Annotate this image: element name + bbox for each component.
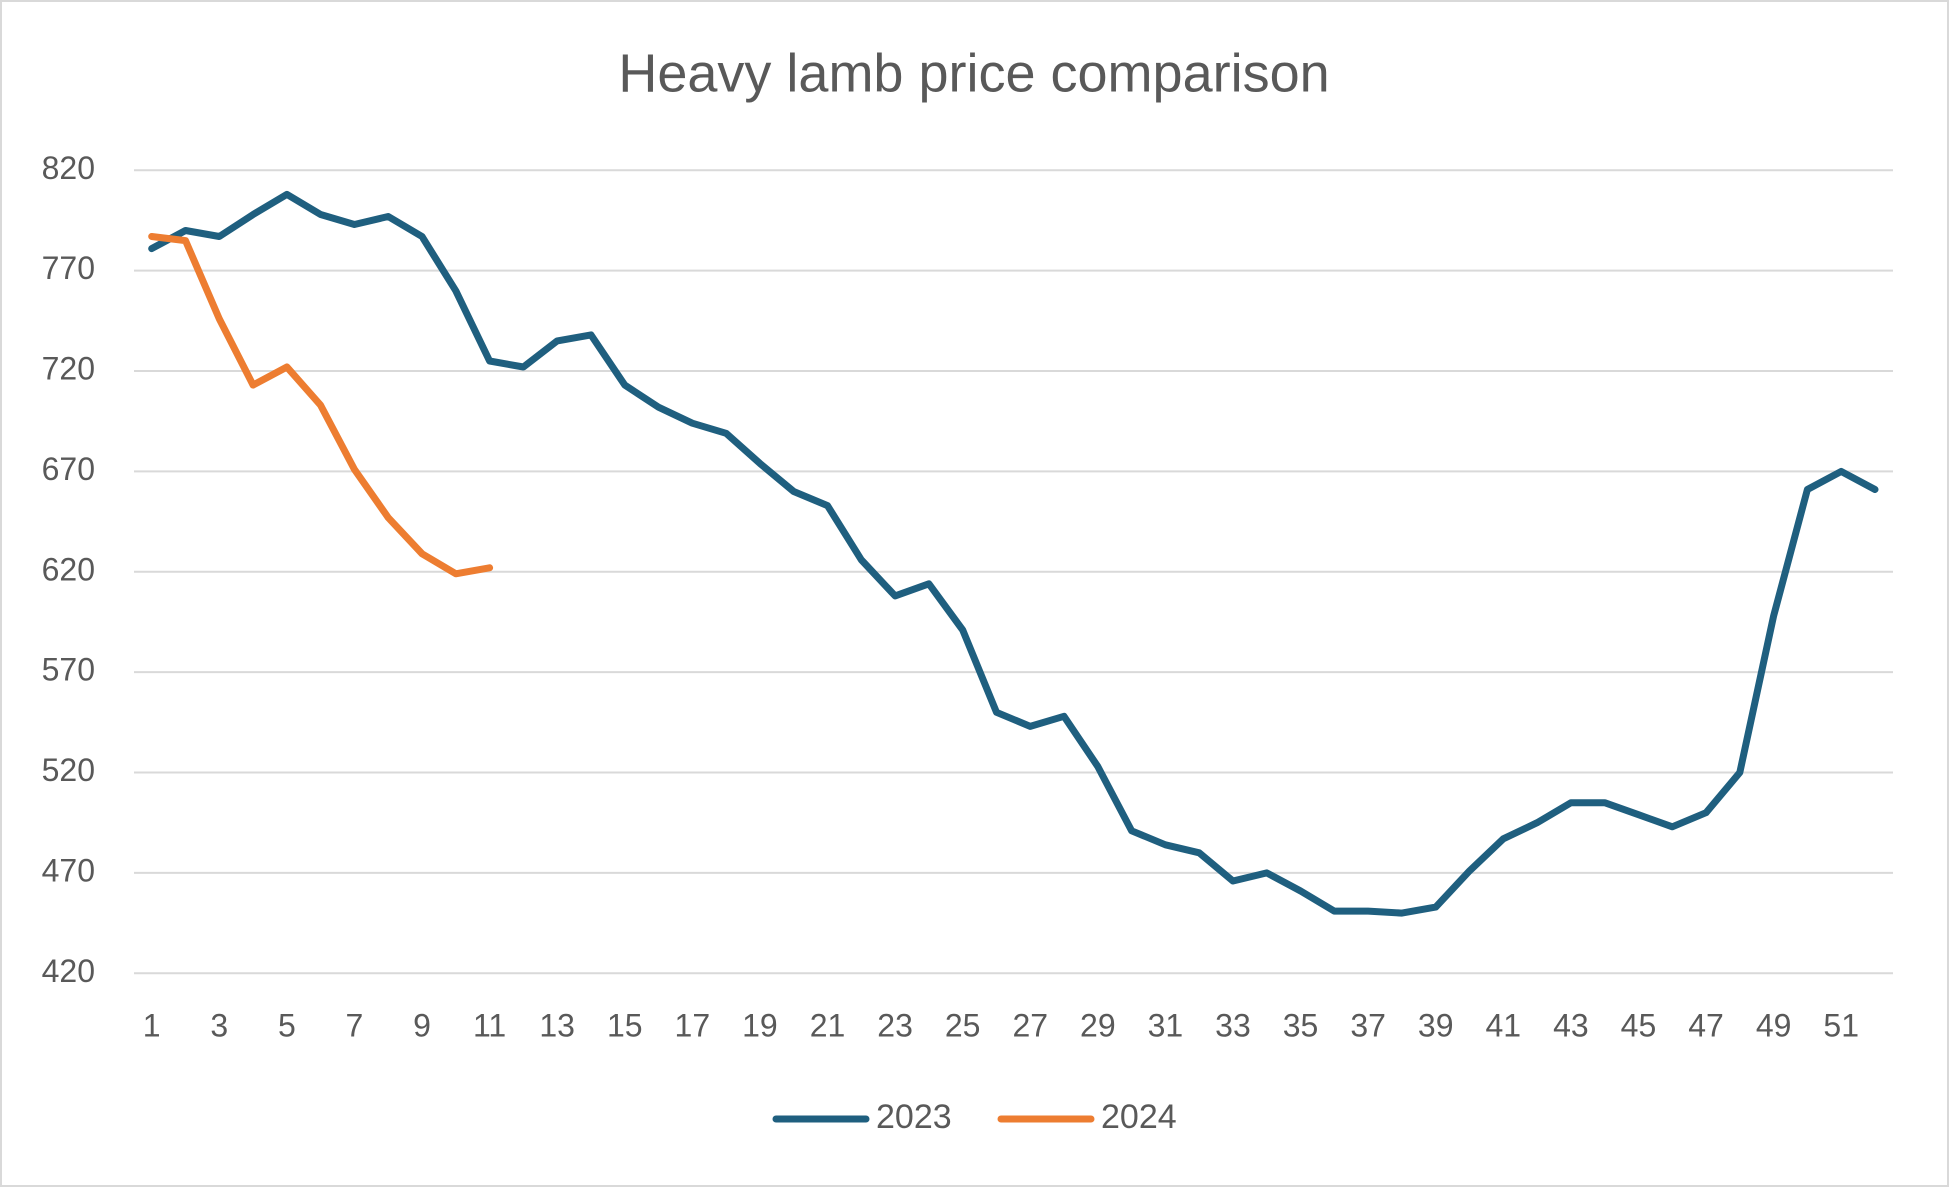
data-line: [148, 190, 1879, 917]
data-line: [148, 233, 494, 578]
x-tick-label: 21: [810, 1007, 846, 1043]
legend-label: 2024: [1101, 1098, 1177, 1136]
x-tick-label: 7: [346, 1007, 364, 1043]
x-tick-label: 9: [413, 1007, 431, 1043]
y-tick-label: 770: [42, 250, 95, 286]
x-tick-label: 3: [210, 1007, 228, 1043]
x-tick-label: 5: [278, 1007, 296, 1043]
x-tick-label: 35: [1283, 1007, 1319, 1043]
x-tick-label: 11: [473, 1007, 506, 1043]
x-tick-label: 51: [1823, 1007, 1859, 1043]
x-tick-label: 31: [1148, 1007, 1184, 1043]
y-tick-label: 670: [42, 451, 95, 487]
y-tick-label: 820: [42, 150, 95, 186]
x-tick-label: 45: [1621, 1007, 1657, 1043]
x-tick-label: 25: [945, 1007, 981, 1043]
x-tick-label: 37: [1350, 1007, 1386, 1043]
y-tick-label: 420: [42, 953, 95, 989]
y-tick-label: 620: [42, 551, 95, 587]
y-tick-label: 520: [42, 752, 95, 788]
x-tick-label: 43: [1553, 1007, 1589, 1043]
x-tick-label: 19: [742, 1007, 778, 1043]
x-tick-label: 49: [1756, 1007, 1792, 1043]
y-tick-label: 720: [42, 351, 95, 387]
x-tick-label: 47: [1688, 1007, 1724, 1043]
x-tick-label: 33: [1215, 1007, 1251, 1043]
y-tick-label: 570: [42, 652, 95, 688]
x-tick-label: 39: [1418, 1007, 1454, 1043]
x-tick-label: 13: [539, 1007, 575, 1043]
x-tick-label: 41: [1486, 1007, 1522, 1043]
x-tick-label: 1: [143, 1007, 161, 1043]
y-tick-label: 470: [42, 852, 95, 888]
x-tick-label: 29: [1080, 1007, 1116, 1043]
chart-title: Heavy lamb price comparison: [618, 43, 1329, 103]
x-tick-label: 17: [675, 1007, 711, 1043]
x-tick-label: 23: [877, 1007, 913, 1043]
x-tick-label: 15: [607, 1007, 643, 1043]
legend-label: 2023: [876, 1098, 952, 1136]
x-tick-label: 27: [1012, 1007, 1048, 1043]
